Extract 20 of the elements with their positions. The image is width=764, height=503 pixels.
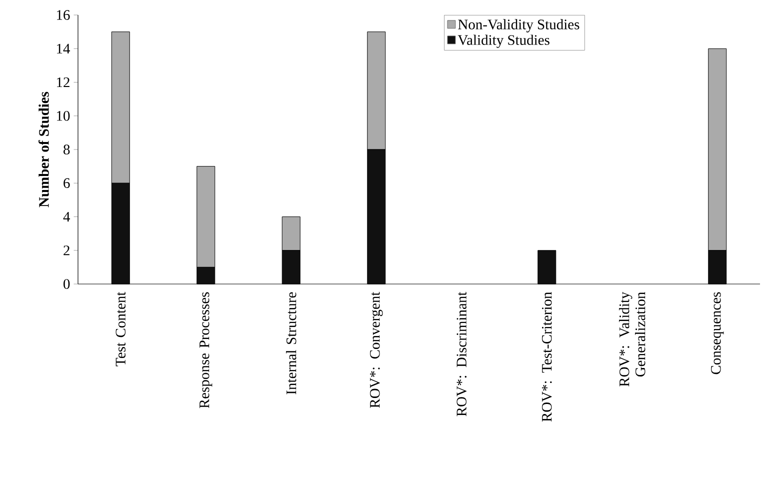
legend-label: Validity Studies: [458, 34, 550, 48]
x-tick-label: ROV*: Test-Criterion: [542, 292, 552, 422]
x-tick-label: Internal Structure: [286, 292, 296, 394]
x-tick-label: Consequences: [711, 292, 724, 374]
y-tick-label: 0: [64, 279, 70, 289]
x-tick-label: ROV*: Discriminant: [456, 292, 467, 416]
y-tick-label: 2: [64, 246, 70, 256]
y-tick-label: 10: [57, 110, 70, 121]
x-tick-label: ROV*: Validity Generalization: [619, 292, 646, 386]
y-axis-title: Number of Studies: [38, 92, 49, 208]
y-tick-label: 14: [57, 44, 70, 54]
y-tick-label: 12: [57, 77, 70, 88]
legend-label: Non-Validity Studies: [458, 19, 580, 32]
y-tick-label: 4: [63, 212, 70, 222]
y-tick-label: 8: [64, 144, 70, 154]
x-tick-label: Test Content: [116, 292, 126, 366]
x-tick-label: ROV*: Convergent: [370, 292, 383, 408]
y-tick-label: 16: [57, 10, 70, 20]
x-tick-label: Response Processes: [200, 292, 212, 408]
y-tick-label: 6: [64, 178, 70, 188]
